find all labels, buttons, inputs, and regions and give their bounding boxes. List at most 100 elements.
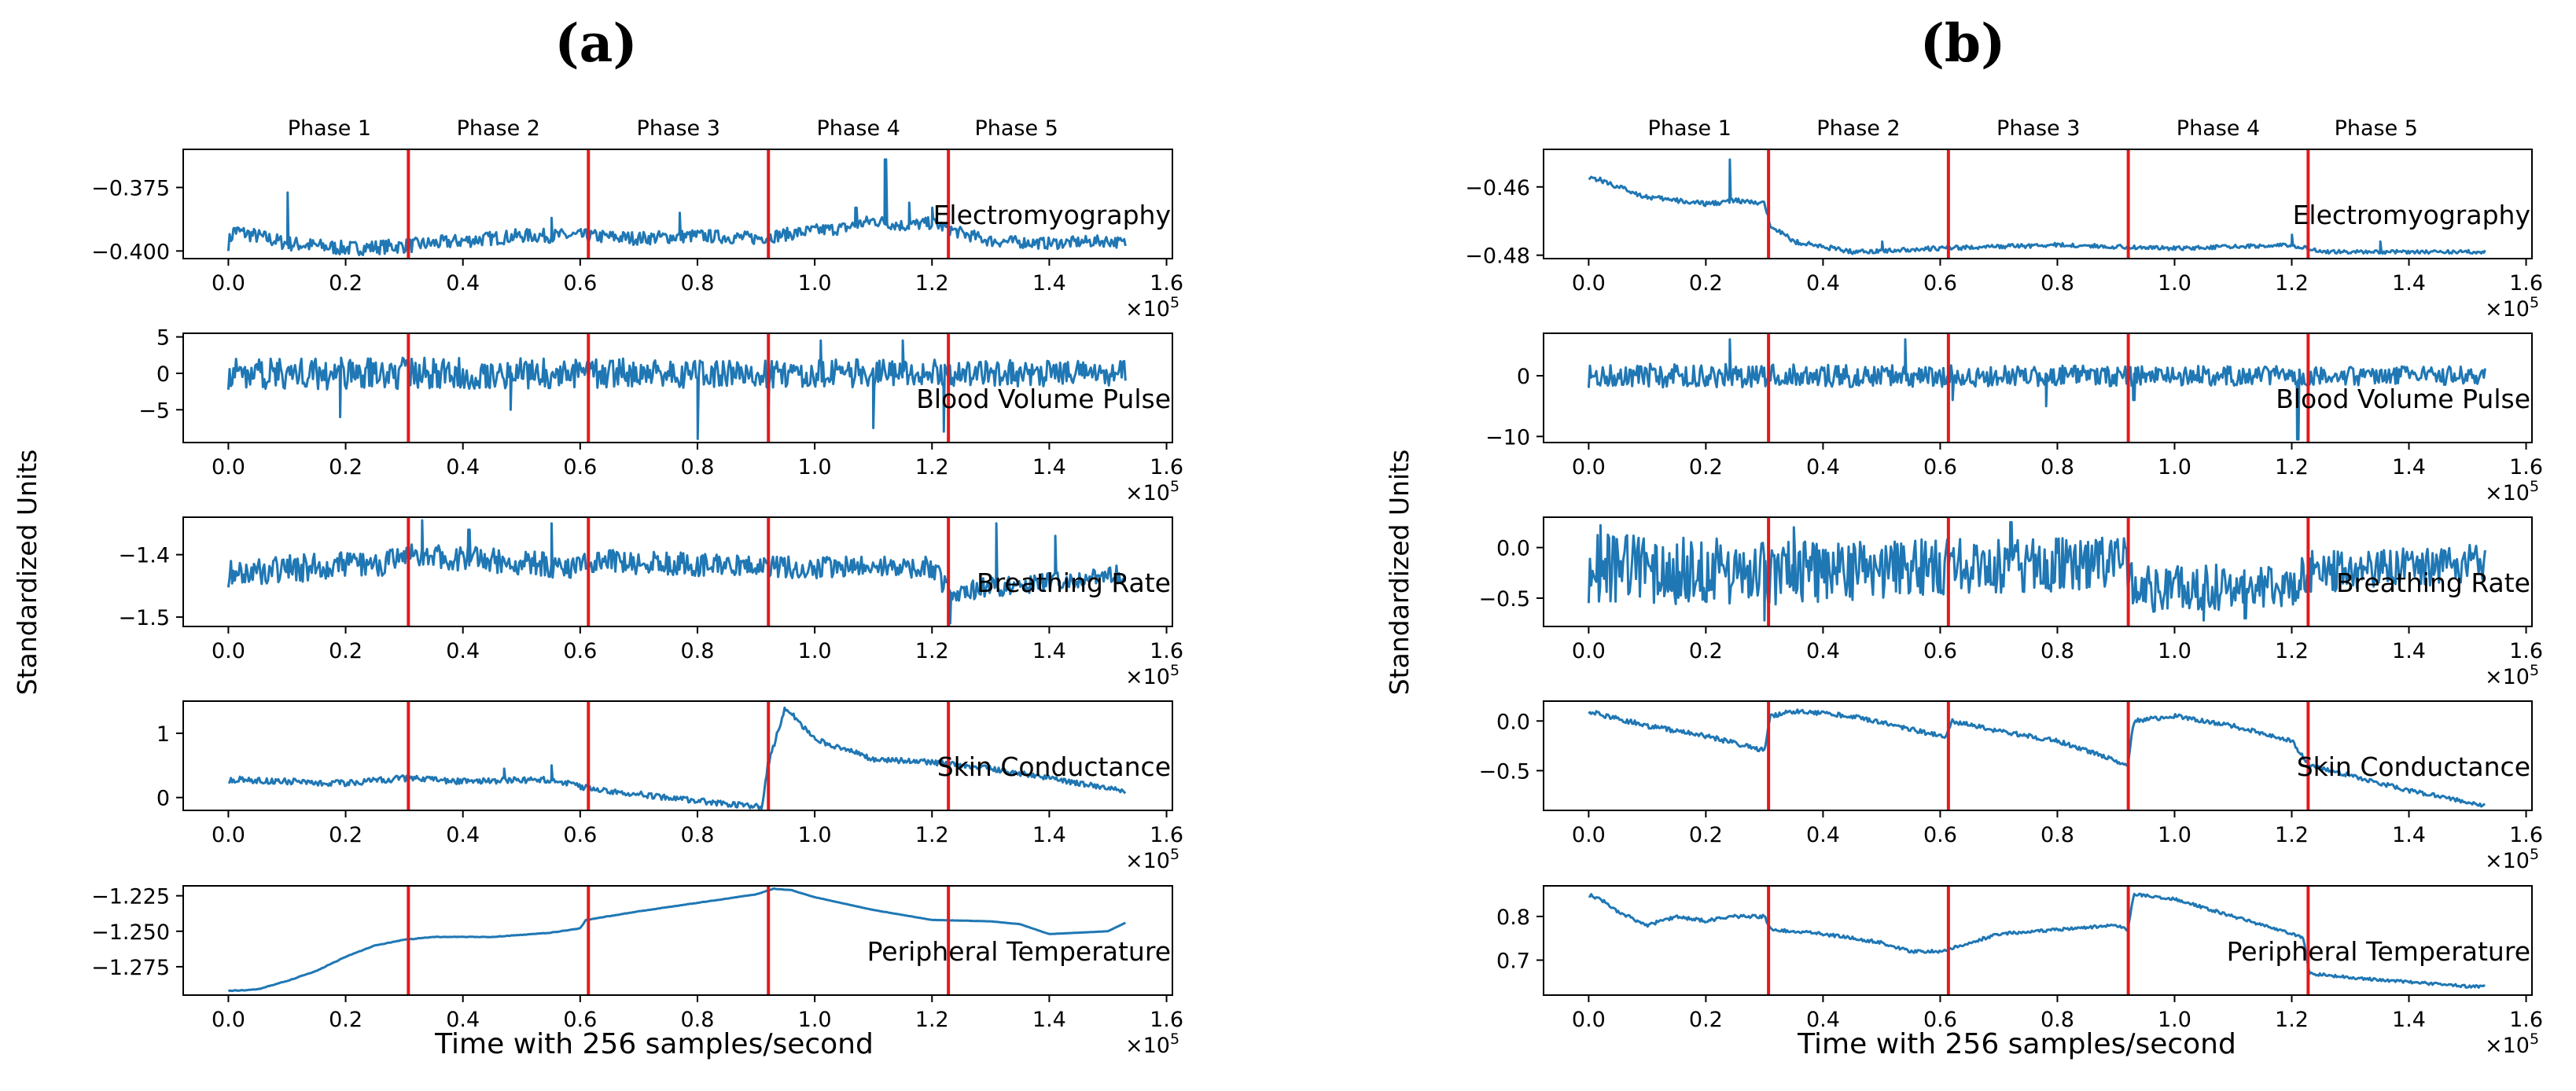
subplot-breathing-rate: Breathing Rate −1.4 −1.5 0.0 0.2 0.4 0.6 0.8 1.0… — [118, 516, 1183, 689]
x-tick-label: 1.4 — [1032, 823, 1066, 847]
series-line-blood-volume-pulse — [226, 339, 1127, 440]
panel-a: (a) Phase 1 Phase 2 Phase 3 Phase 4 Phase 5 St… — [12, 13, 1183, 1060]
series-line-peripheral-temperature — [227, 887, 1126, 993]
x-tick-label: 0.6 — [1923, 271, 1957, 296]
signal-label: Skin Conductance — [937, 751, 1171, 782]
x-tick-label: 0.0 — [212, 455, 245, 479]
axes-frame — [1543, 516, 2533, 627]
x-tick-label: 0.2 — [329, 639, 362, 663]
signal-label: Peripheral Temperature — [867, 936, 1171, 967]
y-tick-label: 0 — [1517, 365, 1530, 389]
y-tick-label: −0.5 — [1478, 759, 1530, 784]
x-tick-label: 1.2 — [915, 823, 949, 847]
axes-frame — [182, 332, 1173, 443]
y-tick-label: 0 — [156, 787, 170, 811]
x-tick-label: 1.6 — [2509, 1008, 2543, 1032]
x-tick-label: 1.0 — [2158, 823, 2191, 847]
phase-label: Phase 5 — [974, 116, 1058, 141]
x-tick-label: 1.4 — [2392, 455, 2426, 479]
y-tick-label: −1.5 — [118, 606, 170, 630]
x-exponent-label: ×105 — [1125, 1030, 1179, 1058]
subplot-electromyography: Electromyography −0.375 −0.400 0.0 0.2 0.4 0.6… — [91, 149, 1183, 321]
x-tick-label: 1.6 — [1150, 455, 1183, 479]
axes-frame — [1543, 149, 2533, 259]
axes-frame — [182, 516, 1173, 627]
y-tick-label: −1.250 — [91, 920, 170, 945]
x-tick-label: 0.8 — [681, 455, 715, 479]
axes-frame — [1543, 332, 2533, 443]
x-axis-label: Time with 256 samples/second — [1797, 1028, 2236, 1060]
x-tick-label: 0.0 — [212, 1008, 245, 1032]
x-tick-label: 0.4 — [1806, 823, 1840, 847]
x-tick-label: 1.0 — [2158, 271, 2191, 296]
panel-title: (b) — [1920, 13, 2006, 74]
axes-frame — [182, 149, 1173, 259]
x-tick-label: 0.6 — [563, 271, 597, 296]
series-line-blood-volume-pulse — [1587, 338, 2486, 441]
phase-label: Phase 4 — [816, 116, 900, 141]
x-tick-label: 0.2 — [329, 455, 362, 479]
series-line-skin-conductance — [228, 706, 1127, 810]
y-tick-label: −5 — [138, 399, 170, 423]
x-exponent-label: ×105 — [1125, 846, 1179, 873]
phase-label: Phase 2 — [457, 116, 540, 141]
x-tick-label: 1.4 — [2392, 823, 2426, 847]
series-line-skin-conductance — [1588, 708, 2486, 808]
phase-label: Phase 1 — [1648, 116, 1731, 141]
series-line-breathing-rate — [1587, 520, 2486, 622]
y-axis-label: Standardized Units — [12, 450, 42, 696]
subplot-peripheral-temperature: Peripheral Temperature −1.225 −1.250 −1.275… — [91, 885, 1183, 1058]
x-tick-label: 0.0 — [212, 823, 245, 847]
x-tick-label: 1.4 — [1032, 1008, 1066, 1032]
x-tick-label: 1.4 — [2392, 639, 2426, 663]
y-tick-label: −0.5 — [1478, 587, 1530, 612]
x-tick-label: 1.4 — [2392, 271, 2426, 296]
x-exponent-label: ×105 — [2485, 1030, 2539, 1058]
y-tick-label: 0.8 — [1496, 905, 1530, 930]
x-tick-label: 0.0 — [1572, 639, 1606, 663]
x-exponent-label: ×105 — [2485, 294, 2539, 321]
x-tick-label: 1.0 — [2158, 639, 2191, 663]
x-tick-label: 1.2 — [915, 271, 949, 296]
series-line-electromyography — [1588, 158, 2486, 255]
x-exponent-label: ×105 — [1125, 478, 1179, 505]
x-tick-label: 1.4 — [1032, 271, 1066, 296]
x-tick-label: 0.2 — [329, 271, 362, 296]
x-tick-label: 0.4 — [446, 1008, 480, 1032]
y-tick-label: −1.225 — [91, 885, 170, 909]
signal-label: Blood Volume Pulse — [916, 384, 1171, 414]
y-tick-label: 0.0 — [1496, 710, 1530, 734]
x-tick-label: 1.6 — [1150, 823, 1183, 847]
x-tick-label: 1.2 — [915, 455, 949, 479]
x-tick-label: 0.8 — [2041, 639, 2074, 663]
x-tick-label: 0.2 — [1689, 1008, 1723, 1032]
phase-label: Phase 1 — [288, 116, 371, 141]
x-tick-label: 1.0 — [2158, 455, 2191, 479]
panel-b: (b) Phase 1 Phase 2 Phase 3 Phase 4 Phase 5 St… — [1384, 13, 2543, 1060]
y-tick-label: −10 — [1485, 425, 1530, 450]
y-tick-label: −1.4 — [118, 544, 170, 568]
panel-title: (a) — [554, 13, 637, 74]
x-tick-label: 0.6 — [563, 455, 597, 479]
x-tick-label: 0.6 — [563, 1008, 597, 1032]
x-exponent-label: ×105 — [2485, 846, 2539, 873]
x-tick-label: 0.6 — [563, 823, 597, 847]
x-tick-label: 1.4 — [2392, 1008, 2426, 1032]
series-line-breathing-rate — [226, 519, 1127, 625]
x-tick-label: 0.8 — [2041, 1008, 2074, 1032]
signal-label: Skin Conductance — [2297, 751, 2530, 782]
x-tick-label: 1.2 — [2275, 1008, 2309, 1032]
x-tick-label: 0.0 — [1572, 455, 1606, 479]
x-tick-label: 0.8 — [681, 1008, 715, 1032]
y-tick-label: 0.7 — [1496, 950, 1530, 974]
x-tick-label: 1.2 — [915, 1008, 949, 1032]
y-tick-label: 1 — [156, 722, 170, 747]
x-tick-label: 0.4 — [1806, 639, 1840, 663]
phase-label: Phase 3 — [1996, 116, 2080, 141]
axes-frame — [182, 700, 1173, 811]
y-tick-label: 5 — [156, 326, 170, 351]
axes-frame — [1543, 885, 2533, 996]
x-tick-label: 0.8 — [681, 823, 715, 847]
subplot-peripheral-temperature: Peripheral Temperature 0.8 0.7 0.0 0.2 0.4 0.6… — [1496, 885, 2543, 1058]
x-tick-label: 1.2 — [915, 639, 949, 663]
